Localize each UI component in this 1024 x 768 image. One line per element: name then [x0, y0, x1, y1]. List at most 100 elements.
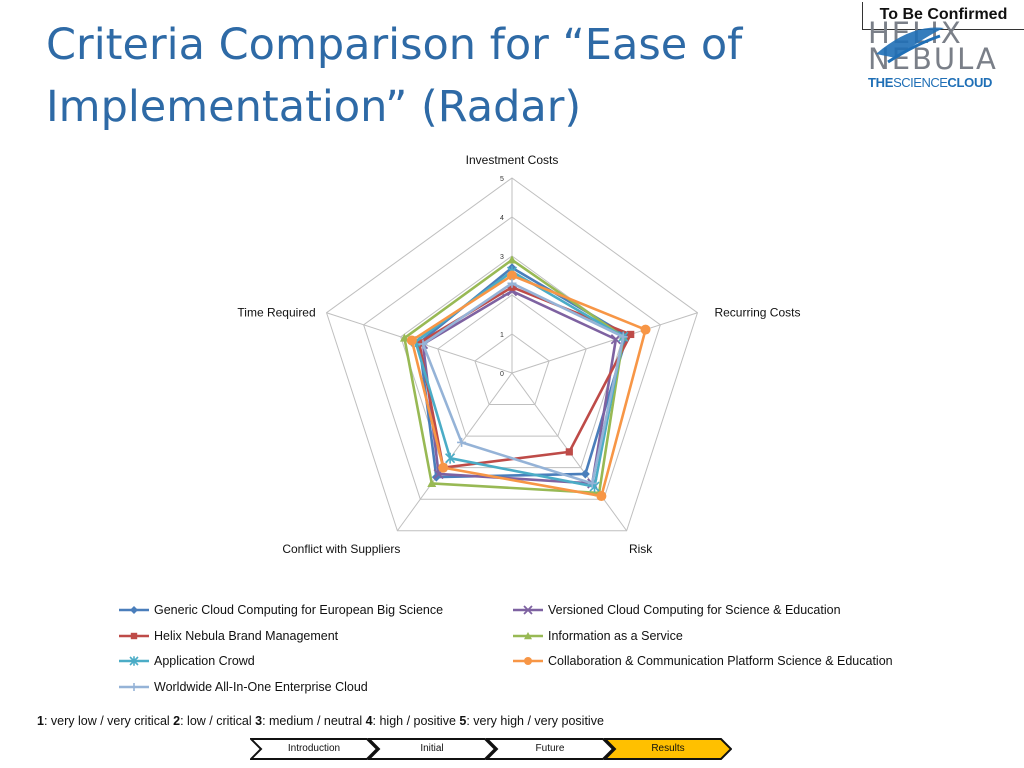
legend-label: Application Crowd	[154, 654, 255, 668]
data-point	[523, 605, 533, 615]
scale-note: 1: very low / very critical 2: low / cri…	[37, 714, 604, 728]
page-title: Criteria Comparison for “Ease of Impleme…	[46, 20, 743, 132]
process-nav: Introduction Initial Future Results	[250, 738, 740, 760]
data-point	[415, 339, 423, 347]
legend-label: Generic Cloud Computing for European Big…	[154, 603, 444, 617]
grid-ring	[437, 294, 587, 437]
nav-step-label: Initial	[420, 743, 444, 754]
data-point	[399, 333, 409, 342]
data-point	[130, 682, 138, 691]
series	[406, 270, 651, 502]
tick-label: 3	[500, 254, 504, 261]
scale-value: 4	[365, 714, 373, 728]
axis-label: Recurring Costs	[714, 306, 800, 320]
data-point	[587, 478, 597, 488]
legend-swatch	[513, 605, 543, 615]
scale-meaning: : very high / very positive	[466, 714, 604, 728]
chevron-outline	[486, 738, 614, 760]
data-point	[524, 631, 532, 639]
data-point	[524, 657, 532, 665]
nav-step-label: Future	[535, 743, 565, 754]
axis-label: Risk	[629, 542, 653, 556]
logo-tag-the: THE	[868, 75, 894, 90]
grid-ring	[474, 333, 550, 406]
legend-item: Helix Nebula Brand Management	[118, 626, 338, 646]
data-point	[438, 462, 449, 473]
legend-label: Worldwide All-In-One Enterprise Cloud	[154, 679, 368, 694]
data-point	[580, 469, 590, 479]
logo-tagline: THESCIENCECLOUD	[868, 75, 992, 90]
scale-value: 3	[255, 714, 263, 728]
data-point	[418, 339, 428, 349]
chevron-shape	[486, 738, 614, 760]
legend-item: Collaboration & Communication Platform S…	[512, 651, 893, 671]
grid-spoke	[396, 372, 513, 532]
legend-label: Information as a Service	[548, 628, 683, 643]
scale-meaning: : low / critical	[180, 714, 256, 728]
data-point	[130, 632, 138, 639]
data-point	[130, 606, 138, 614]
chevron-shape	[368, 738, 496, 760]
chevron-outline	[368, 738, 496, 760]
data-point	[457, 437, 467, 447]
legend-label: Collaboration & Communication Platform S…	[548, 654, 893, 668]
data-point	[507, 278, 517, 288]
axis-label: Time Required	[237, 306, 315, 320]
data-point	[427, 478, 437, 488]
scale-meaning: : medium / neutral	[262, 714, 366, 728]
scale-meaning: : very low / very critical	[43, 714, 174, 728]
legend-swatch	[119, 606, 149, 614]
scale-meaning: : high / positive	[372, 714, 460, 728]
chevron-outline	[604, 738, 732, 760]
data-point	[507, 270, 517, 281]
legend-swatch	[119, 656, 149, 666]
series-line	[403, 258, 625, 495]
legend-item: Versioned Cloud Computing for Science & …	[512, 600, 841, 620]
tick-label: 5	[500, 176, 504, 183]
series-line	[417, 285, 632, 469]
axis-label: Conflict with Suppliers	[282, 542, 400, 556]
legend-label: Versioned Cloud Computing for Science & …	[548, 603, 841, 617]
legend-swatch	[513, 631, 543, 639]
tick-label: 0	[500, 371, 504, 378]
logo-tag-science: SCIENCE	[893, 75, 948, 90]
series-line	[421, 282, 625, 485]
tick-label: 1	[500, 332, 504, 339]
chevron-outline	[250, 738, 378, 760]
series-line	[410, 274, 647, 498]
helix-nebula-logo: HELIX NEBULA THESCIENCECLOUD	[866, 14, 1016, 94]
legend-swatch	[119, 632, 149, 639]
series-line	[414, 270, 625, 488]
data-point	[507, 255, 517, 264]
data-point	[640, 324, 651, 335]
status-badge: To Be Confirmed	[862, 2, 1024, 30]
legend-item: Generic Cloud Computing for European Big…	[118, 600, 443, 620]
nav-step-results[interactable]: Results	[604, 738, 732, 760]
nav-step-initial[interactable]: Initial	[368, 738, 496, 760]
series-line	[417, 266, 629, 479]
nav-step-introduction[interactable]: Introduction	[250, 738, 378, 760]
nav-step-future[interactable]: Future	[486, 738, 614, 760]
legend-label: Helix Nebula Brand Management	[154, 628, 339, 643]
grid-ring	[325, 177, 699, 532]
swoosh-icon	[876, 27, 944, 64]
legend-swatch	[513, 657, 543, 665]
chevron-shape	[250, 738, 378, 760]
nav-step-label: Results	[651, 743, 685, 754]
scale-value: 1	[37, 714, 44, 728]
scale-value: 2	[173, 714, 181, 728]
axis-label: Investment Costs	[466, 153, 559, 167]
data-point	[618, 332, 628, 342]
logo-tag-cloud: CLOUD	[947, 75, 993, 90]
legend-item: Worldwide All-In-One Enterprise Cloud	[118, 677, 368, 697]
chevron-shape	[604, 738, 732, 760]
legend-swatch	[119, 682, 149, 691]
data-point	[406, 335, 417, 346]
data-point	[565, 448, 573, 456]
grid-spoke	[511, 312, 698, 374]
data-point	[129, 656, 139, 666]
legend-item: Application Crowd	[118, 651, 255, 671]
data-point	[627, 330, 635, 339]
legend-item: Information as a Service	[512, 626, 683, 646]
